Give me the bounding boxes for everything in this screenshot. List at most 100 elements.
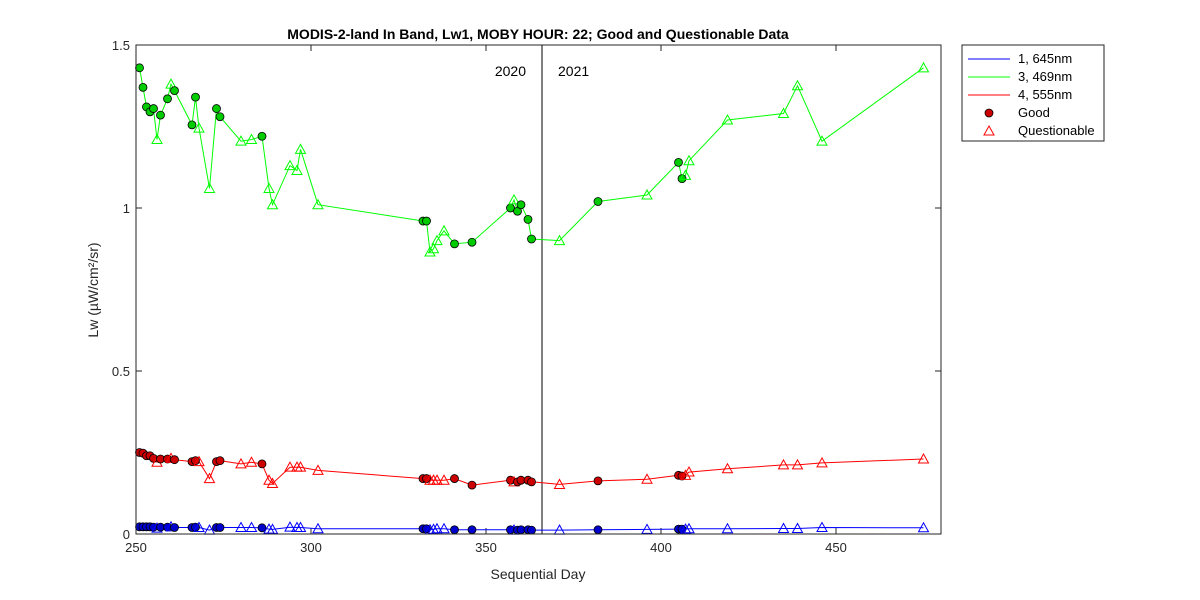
good-point	[187, 120, 197, 130]
legend-label: 1, 645nm	[1018, 51, 1072, 66]
legend-label: 3, 469nm	[1018, 69, 1072, 84]
questionable-point	[777, 522, 790, 533]
year-label-2020: 2020	[495, 63, 526, 79]
good-point	[450, 239, 459, 249]
good-point	[593, 476, 603, 486]
good-point	[593, 197, 603, 206]
questionable-point	[431, 522, 443, 534]
questionable-point	[284, 461, 296, 472]
legend-questionable-marker	[983, 124, 995, 136]
questionable-point	[508, 193, 520, 205]
good-point	[527, 477, 536, 487]
questionable-point	[284, 159, 296, 171]
good-point	[170, 455, 179, 465]
questionable-point	[721, 113, 734, 125]
questionable-point	[427, 523, 440, 534]
questionable-point	[641, 523, 653, 534]
questionable-point	[312, 464, 324, 475]
questionable-point	[917, 452, 930, 464]
good-point	[527, 525, 536, 535]
questionable-point	[266, 523, 279, 534]
questionable-point	[424, 245, 436, 257]
good-point	[170, 86, 179, 96]
questionable-point	[245, 456, 258, 467]
questionable-point	[641, 188, 653, 200]
y-axis-label: Lw (µW/cm²/sr)	[85, 242, 101, 337]
good-point	[450, 474, 459, 483]
questionable-point	[294, 143, 307, 154]
questionable-point	[438, 474, 450, 485]
legend-good-marker	[984, 108, 994, 118]
questionable-point	[683, 466, 695, 477]
good-point	[156, 110, 165, 120]
good-point	[450, 525, 459, 535]
year-label-2021: 2021	[558, 63, 589, 79]
good-point	[516, 200, 526, 210]
questionable-point	[263, 182, 275, 193]
questionable-point	[553, 478, 566, 489]
questionable-point	[312, 198, 324, 210]
good-point	[257, 523, 267, 533]
series-3-469nm	[135, 61, 930, 257]
legend-item: 1, 645nm	[968, 51, 1072, 66]
questionable-point	[193, 521, 205, 532]
series-layer	[135, 61, 930, 535]
axes-box	[135, 44, 942, 535]
questionable-point	[777, 107, 790, 118]
x-tick-label: 450	[825, 540, 847, 555]
year-divider: 2020 2021	[495, 45, 589, 534]
good-point	[257, 459, 267, 469]
questionable-point	[721, 462, 734, 474]
good-point	[422, 474, 431, 483]
questionable-point	[151, 133, 163, 145]
questionable-point	[777, 458, 790, 470]
questionable-point	[683, 522, 695, 534]
good-point	[215, 456, 225, 466]
x-tick-label: 250	[125, 540, 147, 555]
questionable-point	[284, 521, 296, 532]
questionable-point	[427, 242, 440, 254]
good-point	[163, 94, 172, 104]
good-point	[467, 480, 477, 490]
good-point	[191, 92, 200, 102]
questionable-point	[553, 234, 566, 246]
questionable-point	[683, 154, 695, 166]
questionable-point	[235, 135, 247, 146]
questionable-point	[235, 457, 247, 469]
good-point	[170, 523, 179, 532]
chart-title: MODIS-2-land In Band, Lw1, MOBY HOUR: 22…	[287, 26, 789, 42]
questionable-point	[193, 122, 205, 133]
good-point	[467, 237, 477, 247]
questionable-point	[917, 521, 930, 533]
legend-item: 4, 555nm	[968, 87, 1072, 102]
questionable-point	[816, 521, 828, 532]
y-tick-label: 1	[123, 201, 130, 216]
questionable-point	[312, 522, 324, 534]
questionable-point	[438, 224, 450, 236]
questionable-point	[917, 61, 930, 73]
good-point	[138, 82, 148, 92]
x-axis-label: Sequential Day	[491, 566, 586, 582]
good-point	[212, 104, 221, 113]
legend-label: Good	[1018, 105, 1050, 120]
axis-ticks: 250 300 350 400 450 0 0.5 1 1.5	[112, 38, 941, 555]
legend-item: Good	[984, 105, 1050, 120]
legend-item: 3, 469nm	[968, 69, 1072, 84]
good-point	[677, 174, 687, 184]
legend-item: Questionable	[983, 123, 1095, 138]
questionable-point	[266, 477, 279, 488]
questionable-point	[294, 461, 307, 472]
questionable-point	[203, 472, 216, 484]
good-point	[674, 157, 683, 167]
good-point	[593, 525, 603, 535]
questionable-point	[791, 522, 804, 533]
x-tick-label: 400	[650, 540, 672, 555]
questionable-point	[193, 455, 205, 467]
questionable-point	[431, 474, 443, 485]
questionable-point	[203, 182, 216, 193]
good-point	[257, 131, 267, 141]
questionable-point	[235, 521, 247, 532]
questionable-point	[816, 456, 828, 468]
x-tick-label: 350	[475, 540, 497, 555]
